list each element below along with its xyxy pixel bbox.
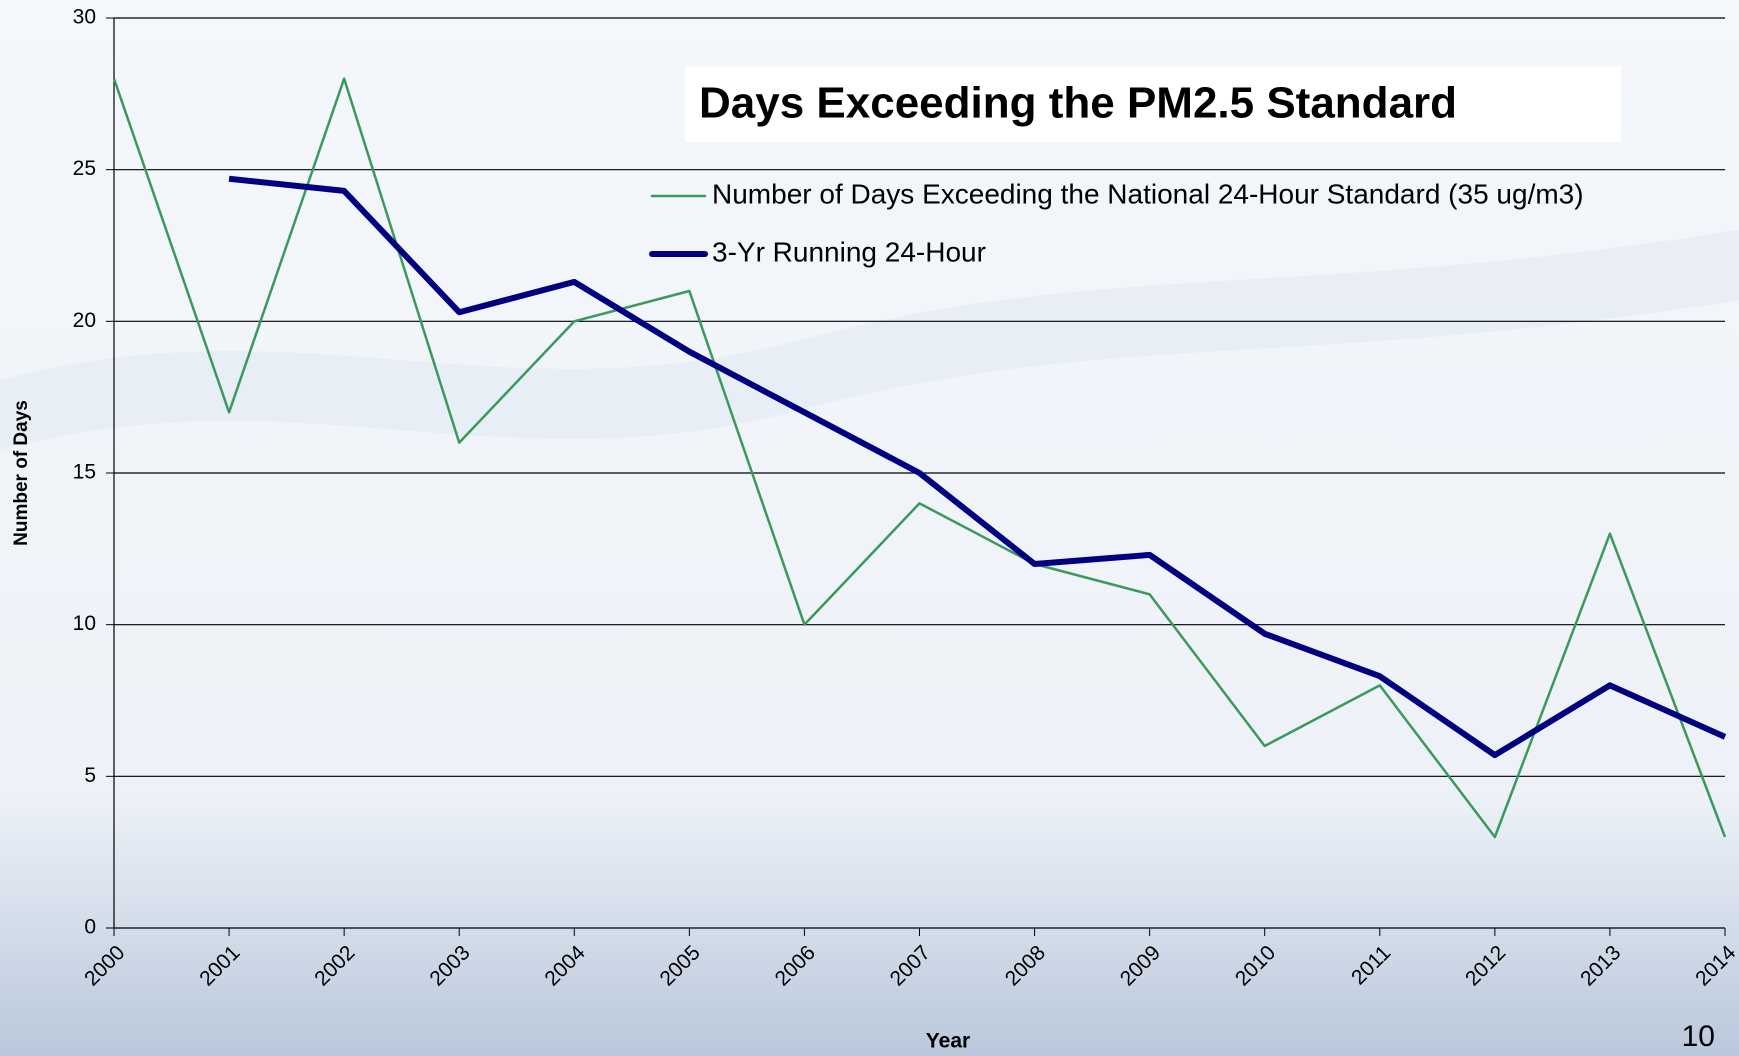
y-tick-label: 0	[84, 916, 96, 939]
legend-label: 3-Yr Running 24-Hour	[712, 236, 986, 267]
chart-title: Days Exceeding the PM2.5 Standard	[699, 79, 1457, 128]
x-axis-label: Year	[926, 1030, 970, 1053]
y-axis-label: Number of Days	[11, 400, 32, 546]
data-line	[228, 175, 1727, 759]
y-tick-label: 30	[73, 6, 96, 29]
y-tick-label: 20	[73, 309, 96, 332]
data-line	[112, 77, 1727, 839]
legend-label: Number of Days Exceeding the National 24…	[712, 178, 1584, 209]
page-number: 10	[1682, 1020, 1715, 1053]
title-box	[685, 67, 1621, 142]
y-tick-label: 25	[73, 157, 96, 180]
y-tick-label: 10	[73, 612, 96, 635]
background-swoosh	[0, 230, 1739, 450]
y-tick-label: 5	[84, 764, 96, 787]
y-tick-label: 15	[73, 461, 96, 484]
